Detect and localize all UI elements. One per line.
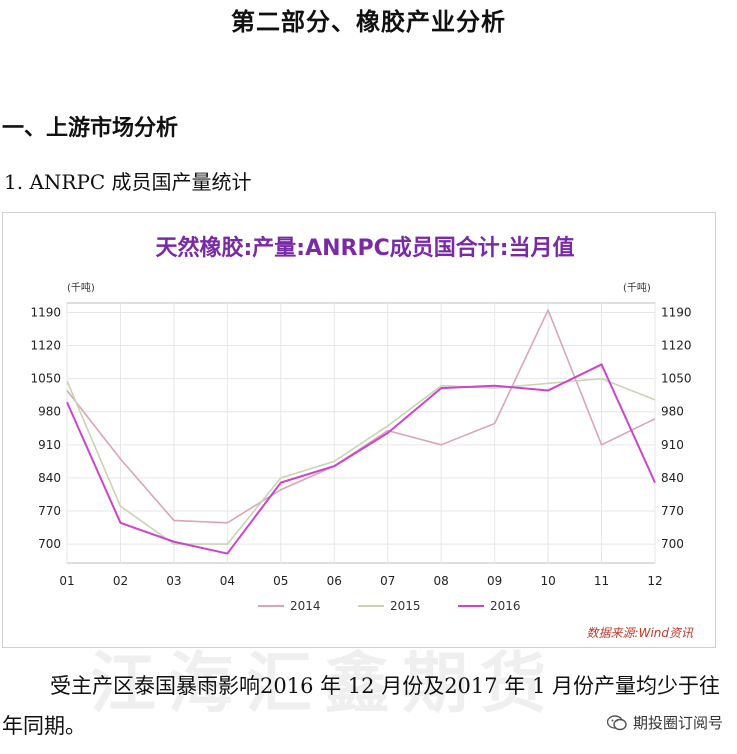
x-tick-label: 11: [594, 574, 609, 588]
y-tick-label-left: 1050: [30, 372, 61, 386]
y-tick-label-left: 700: [38, 537, 61, 551]
unit-left: (千吨): [67, 281, 95, 294]
x-tick-label: 05: [273, 574, 288, 588]
axis-layer: 700 700 770 770 840 840 910 910 980 980 1050 1050 11…: [30, 305, 691, 588]
plot-area: [66, 302, 656, 564]
y-tick-label-left: 910: [38, 438, 61, 452]
paragraph-text: 受主产区泰国暴雨影响2016 年 12 月份及2017 年 1 月份产量均少于往…: [2, 674, 721, 738]
x-tick-label: 10: [540, 574, 555, 588]
legend: 2014 2015 2016: [258, 599, 521, 613]
item-heading: 1. ANRPC 成员国产量统计: [4, 170, 252, 194]
body-paragraph: 受主产区泰国暴雨影响2016 年 12 月份及2017 年 1 月份产量均少于往…: [2, 666, 732, 746]
y-tick-label-right: 910: [661, 438, 684, 452]
y-tick-label-right: 980: [661, 405, 684, 419]
y-tick-label-left: 1190: [30, 305, 61, 319]
grid-layer: [66, 302, 656, 564]
x-tick-label: 07: [380, 574, 395, 588]
y-tick-label-left: 1120: [30, 339, 61, 353]
x-tick-label: 02: [113, 574, 128, 588]
wechat-badge[interactable]: 期投圈订阅号: [602, 710, 727, 735]
y-tick-label-left: 770: [38, 504, 61, 518]
series-line-2015: [66, 377, 656, 545]
y-tick-label-left: 980: [38, 405, 61, 419]
chart-frame: 700 700 770 770 840 840 910 910 980 980 1050 1050 11…: [2, 212, 716, 648]
legend-label-2016: 2016: [490, 599, 521, 613]
y-tick-label-right: 700: [661, 537, 684, 551]
legend-label-2015: 2015: [390, 599, 421, 613]
y-tick-label-left: 840: [38, 471, 61, 485]
production-line-chart: 700 700 770 770 840 840 910 910 980 980 1050 1050 11…: [30, 235, 694, 640]
sub-heading: 一、上游市场分析: [2, 116, 179, 141]
series-line-2016: [66, 363, 656, 555]
unit-right: (千吨): [623, 281, 651, 294]
source-note: 数据来源:Wind资讯: [587, 626, 694, 640]
y-tick-label-right: 1050: [661, 372, 692, 386]
x-tick-label: 03: [166, 574, 181, 588]
wechat-label: 期投圈订阅号: [632, 714, 723, 732]
x-tick-label: 01: [59, 574, 74, 588]
x-tick-label: 12: [647, 574, 662, 588]
y-tick-label-right: 770: [661, 504, 684, 518]
x-tick-label: 04: [220, 574, 235, 588]
y-tick-label-right: 1120: [661, 339, 692, 353]
y-tick-label-right: 1190: [661, 305, 692, 319]
series-layer: [66, 309, 656, 555]
x-tick-label: 06: [327, 574, 342, 588]
chart-title: 天然橡胶:产量:ANRPC成员国合计:当月值: [155, 235, 574, 261]
y-tick-label-right: 840: [661, 471, 684, 485]
wechat-icon: [606, 714, 627, 730]
x-tick-label: 08: [434, 574, 449, 588]
x-tick-label: 09: [487, 574, 502, 588]
series-line-2014: [66, 309, 656, 524]
section-title: 第二部分、橡胶产业分析: [231, 8, 506, 36]
legend-label-2014: 2014: [290, 599, 321, 613]
